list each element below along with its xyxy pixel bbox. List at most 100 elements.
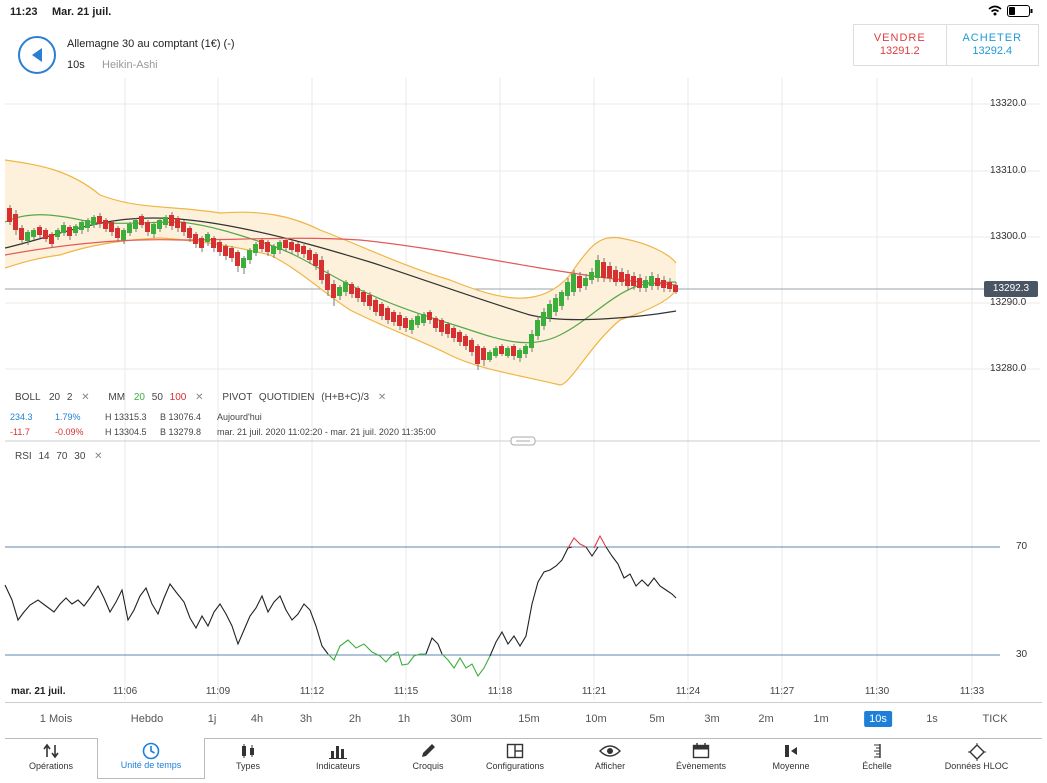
stats-row-1: 234.3 1.79% H 13315.3 B 13076.4 Aujourd'…	[10, 412, 262, 422]
tab-label: Afficher	[594, 761, 626, 771]
scale-icon	[843, 743, 911, 761]
x-axis-label: 11:15	[393, 686, 419, 697]
calendar-icon	[663, 743, 739, 761]
tab-operations[interactable]: Opérations	[5, 739, 97, 779]
tab-croquis[interactable]: Croquis	[383, 739, 473, 779]
stat-percent: -0.09%	[55, 427, 84, 437]
pencil-icon	[383, 743, 473, 761]
mm-name[interactable]: MM	[108, 392, 126, 403]
tab-types[interactable]: Types	[203, 739, 293, 779]
x-axis-label: 11:09	[205, 686, 231, 697]
x-axis-label: 11:27	[769, 686, 795, 697]
up-down-arrows-icon	[5, 743, 97, 761]
timeframe-hebdo[interactable]: Hebdo	[130, 713, 164, 725]
pivot-remove-icon[interactable]: ✕	[377, 392, 387, 403]
timeframe-1-mois[interactable]: 1 Mois	[39, 713, 73, 725]
timeframe-10s[interactable]: 10s	[864, 711, 892, 727]
status-time: 11:23	[10, 6, 38, 18]
tab-label: Indicateurs	[315, 761, 361, 771]
tab-label: Configurations	[485, 761, 545, 771]
candles	[7, 208, 678, 364]
rsi-p2: 70	[56, 451, 68, 462]
tab-echelle[interactable]: Échelle	[843, 739, 911, 779]
sell-button[interactable]: VENDRE 13291.2	[854, 25, 947, 65]
timeframe-1h[interactable]: 1h	[397, 713, 411, 725]
boll-p2: 2	[66, 392, 73, 403]
tab-label: Opérations	[28, 761, 74, 771]
boll-remove-icon[interactable]: ✕	[81, 392, 90, 403]
timeframe-1j[interactable]: 1j	[207, 713, 217, 725]
timeframe-4h[interactable]: 4h	[250, 713, 264, 725]
timeframe-bar: 1 Mois Hebdo 1j 4h 3h 2h 1h 30m 15m 10m …	[5, 706, 1042, 732]
timeframe-2h[interactable]: 2h	[348, 713, 362, 725]
bar-chart-icon	[293, 743, 383, 761]
tab-unite-de-temps[interactable]: Unité de temps	[97, 738, 205, 779]
rsi-remove-icon[interactable]: ✕	[94, 451, 103, 462]
stat-value: 234.3	[10, 412, 33, 422]
layout-icon	[473, 743, 557, 761]
eye-icon	[557, 743, 663, 761]
tab-afficher[interactable]: Afficher	[557, 739, 663, 779]
stat-high: H 13315.3	[105, 412, 147, 422]
tab-moyenne[interactable]: Moyenne	[739, 739, 843, 779]
tab-donnees-hloc[interactable]: Données HLOC	[911, 739, 1042, 779]
stat-value: -11.7	[10, 427, 30, 437]
tab-label: Évènements	[675, 761, 727, 771]
timeframe-2m[interactable]: 2m	[758, 713, 774, 725]
status-bar: 11:23 Mar. 21 juil.	[0, 0, 1047, 22]
y-axis-label: 13280.0	[990, 363, 1027, 374]
tab-evenements[interactable]: Évènements	[663, 739, 739, 779]
timeframe-15m[interactable]: 15m	[518, 713, 540, 725]
timeframe-3m[interactable]: 3m	[704, 713, 720, 725]
x-axis-label: 11:12	[299, 686, 325, 697]
rsi-upper-label: 70	[1016, 541, 1028, 552]
timeframe-10m[interactable]: 10m	[585, 713, 607, 725]
rsi-p3: 30	[74, 451, 86, 462]
y-axis-label: 13290.0	[990, 297, 1027, 308]
boll-name[interactable]: BOLL	[15, 392, 41, 403]
rsi-legend: RSI 14 70 30 ✕	[15, 451, 103, 462]
rsi-name[interactable]: RSI	[15, 451, 32, 462]
stats-row-2: -11.7 -0.09% H 13304.5 B 13279.8 mar. 21…	[10, 427, 436, 437]
stat-note: mar. 21 juil. 2020 11:02:20 - mar. 21 ju…	[217, 427, 436, 437]
timeframe-1m[interactable]: 1m	[813, 713, 829, 725]
tab-indicateurs[interactable]: Indicateurs	[293, 739, 383, 779]
timeframe-1s[interactable]: 1s	[926, 713, 938, 725]
y-axis-label: 13320.0	[990, 98, 1027, 109]
chart-type: Heikin-Ashi	[102, 59, 158, 71]
mm-p3: 100	[169, 392, 187, 403]
bottom-tab-bar: Opérations Unité de temps Types Indicate…	[5, 738, 1042, 779]
tab-label: Échelle	[862, 761, 892, 771]
timeframe-30m[interactable]: 30m	[450, 713, 472, 725]
chart-period: 10s	[67, 59, 85, 71]
boll-p1: 20	[48, 392, 61, 403]
tab-configurations[interactable]: Configurations	[473, 739, 557, 779]
back-arrow-icon	[32, 48, 42, 62]
tab-label: Croquis	[412, 761, 444, 771]
timeframe-5m[interactable]: 5m	[649, 713, 665, 725]
rsi-lower-label: 30	[1016, 649, 1028, 660]
rsi-p1: 14	[38, 451, 50, 462]
timeframe-tick[interactable]: TICK	[982, 713, 1008, 725]
x-axis-date: mar. 21 juil.	[11, 686, 66, 697]
tab-label: Moyenne	[772, 761, 810, 771]
timeframe-3h[interactable]: 3h	[299, 713, 313, 725]
x-axis-label: 11:06	[112, 686, 138, 697]
back-button[interactable]	[18, 36, 56, 74]
tab-label: Données HLOC	[944, 761, 1009, 771]
status-date: Mar. 21 juil.	[52, 6, 112, 18]
pivot-name[interactable]: PIVOT	[222, 392, 253, 403]
stat-low: B 13279.8	[160, 427, 202, 437]
stat-percent: 1.79%	[55, 412, 81, 422]
current-price-tag: 13292.3	[984, 281, 1038, 297]
wifi-icon	[988, 5, 1002, 16]
x-axis-label: 11:30	[864, 686, 890, 697]
buy-button[interactable]: ACHETER 13292.4	[947, 25, 1039, 65]
instrument-name[interactable]: Allemagne 30 au comptant (1€) (-)	[67, 38, 235, 50]
average-icon	[739, 743, 843, 761]
candles-icon	[203, 743, 293, 761]
indicator-legend: BOLL 20 2 ✕ MM 20 50 100 ✕ PIVOT QUOTIDI…	[15, 392, 386, 403]
mm-remove-icon[interactable]: ✕	[195, 392, 204, 403]
x-axis-label: 11:24	[675, 686, 701, 697]
